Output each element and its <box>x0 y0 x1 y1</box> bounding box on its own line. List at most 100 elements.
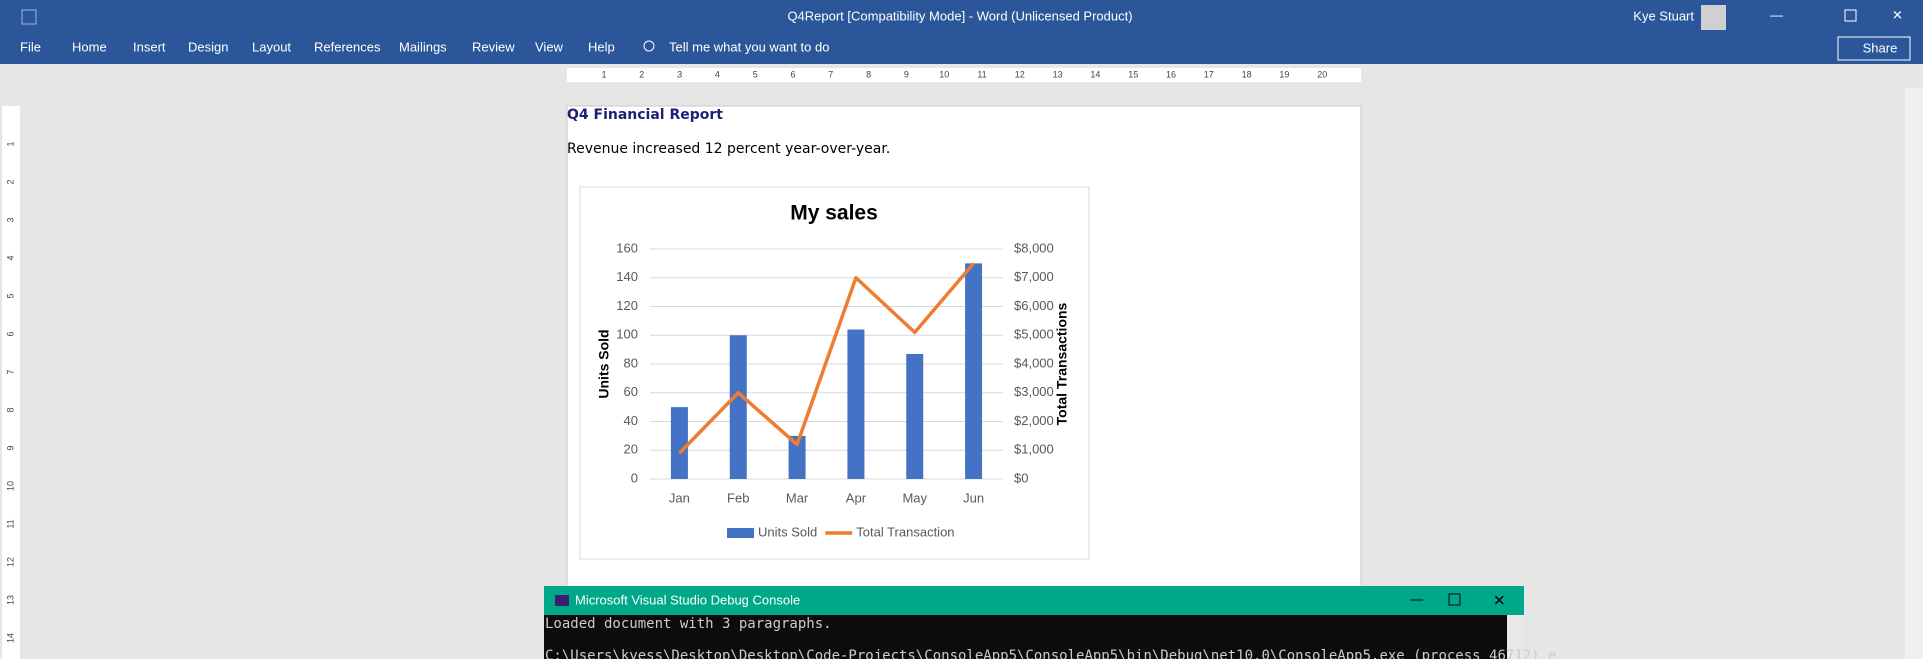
save-icon[interactable] <box>21 9 37 25</box>
console-title: Microsoft Visual Studio Debug Console <box>575 592 800 607</box>
chart: 0 20 40 60 80 100 120 140 160 $0 $1,000 $2,000 $3,00… <box>616 240 1053 539</box>
vertical-ruler-number: 11 <box>5 519 15 528</box>
ruler-number: 9 <box>904 69 909 79</box>
restore-button[interactable] <box>1844 9 1857 22</box>
console-titlebar <box>544 586 1524 615</box>
menu-item[interactable]: Home <box>72 39 107 54</box>
ribbon <box>0 0 1923 64</box>
chart-title: My sales <box>790 202 878 225</box>
menu-item[interactable]: Insert <box>133 39 166 54</box>
console-scrollbar[interactable] <box>1507 615 1524 659</box>
close-button[interactable]: ✕ <box>1892 7 1903 22</box>
vertical-ruler-number: 9 <box>5 445 15 450</box>
vertical-ruler-number: 7 <box>5 369 15 374</box>
y-axis-title: Units Sold <box>596 329 612 398</box>
ruler-number: 15 <box>1128 69 1138 79</box>
bar <box>670 407 688 479</box>
menu-bar: File Home Insert Design Layout References Mail… <box>20 39 615 54</box>
menu-item[interactable]: References <box>314 39 381 54</box>
y-tick-label: 100 <box>616 327 638 342</box>
bar <box>906 353 924 479</box>
ruler-number: 18 <box>1242 69 1252 79</box>
avatar[interactable] <box>1701 5 1726 30</box>
menu-item[interactable]: File <box>20 39 41 54</box>
vertical-ruler-number: 2 <box>5 179 15 184</box>
ruler-number: 8 <box>866 69 871 79</box>
y2-tick-label: $8,000 <box>1014 240 1054 255</box>
scrollbar[interactable] <box>1905 88 1923 659</box>
console-min[interactable]: — <box>1410 592 1424 608</box>
menu-item[interactable]: View <box>535 39 564 54</box>
x-tick-label: Apr <box>846 490 867 505</box>
vertical-ruler-number: 5 <box>5 293 15 298</box>
y-tick-label: 160 <box>616 240 638 255</box>
y2-tick-label: $5,000 <box>1014 327 1054 342</box>
min-button[interactable]: — <box>1770 7 1783 22</box>
console-close[interactable]: ✕ <box>1493 592 1506 610</box>
ruler-number: 14 <box>1090 69 1100 79</box>
x-tick-label: Mar <box>786 490 809 505</box>
ruler-number: 17 <box>1204 69 1214 79</box>
menu-item[interactable]: Mailings <box>399 39 447 54</box>
ruler <box>567 68 1361 82</box>
vertical-ruler-number: 14 <box>5 633 15 643</box>
y-tick-label: 120 <box>616 298 638 313</box>
x-tick-label: Jan <box>669 490 690 505</box>
tell-me[interactable]: Tell me what you want to do <box>669 39 829 54</box>
share-button[interactable] <box>1837 36 1911 61</box>
ruler-number: 19 <box>1279 69 1289 79</box>
bar <box>788 435 806 479</box>
ruler-number: 2 <box>639 69 644 79</box>
y2-tick-label: $1,000 <box>1014 442 1054 457</box>
y2-tick-label: $2,000 <box>1014 413 1054 428</box>
vertical-ruler-number: 3 <box>5 217 15 222</box>
ruler-number: 10 <box>939 69 949 79</box>
y2-tick-label: $3,000 <box>1014 384 1054 399</box>
ruler-number: 6 <box>790 69 795 79</box>
legend-label: Total Transaction <box>856 524 954 539</box>
window-title: Q4Report [Compatibility Mode] - Word (Un… <box>787 8 1132 23</box>
ruler-number: 11 <box>977 69 986 79</box>
legend-label: Units Sold <box>758 524 817 539</box>
x-tick-label: Feb <box>727 490 749 505</box>
ruler-number: 20 <box>1317 69 1327 79</box>
y2-tick-label: $7,000 <box>1014 269 1054 284</box>
legend-swatch <box>727 528 754 538</box>
ruler-number: 5 <box>753 69 758 79</box>
menu-item[interactable]: Review <box>472 39 515 54</box>
chart-frame <box>579 186 1090 560</box>
menu-item[interactable]: Layout <box>252 39 291 54</box>
y2-tick-label: $0 <box>1014 470 1028 485</box>
vertical-ruler-number: 4 <box>5 255 15 260</box>
x-tick-label: Jun <box>963 490 984 505</box>
line <box>678 262 975 455</box>
vertical-ruler <box>2 106 20 659</box>
vertical-ruler-number: 13 <box>5 595 15 605</box>
bar <box>847 329 865 479</box>
bar <box>965 263 983 479</box>
share-label[interactable]: Share <box>1863 40 1898 55</box>
menu-item[interactable]: Design <box>188 39 228 54</box>
menu-item[interactable]: Help <box>588 39 615 54</box>
y-tick-label: 0 <box>631 470 638 485</box>
x-tick-label: May <box>902 490 927 505</box>
paragraph: Revenue increased 12 percent year-over-y… <box>567 141 890 157</box>
y2-axis-title: Total Transactions <box>1054 302 1070 425</box>
y-tick-label: 80 <box>624 355 638 370</box>
ruler-number: 4 <box>715 69 720 79</box>
console-icon <box>555 595 569 606</box>
bar <box>729 335 747 479</box>
console-output: Loaded document with 3 paragraphs. C:\Use… <box>545 616 1556 659</box>
y2-tick-label: $4,000 <box>1014 355 1054 370</box>
console-max[interactable] <box>1448 593 1461 606</box>
y-tick-label: 140 <box>616 269 638 284</box>
ruler-number: 12 <box>1015 69 1025 79</box>
ruler-number: 16 <box>1166 69 1176 79</box>
vertical-ruler-number: 12 <box>5 557 15 567</box>
y-tick-label: 60 <box>624 384 638 399</box>
vertical-ruler-number: 6 <box>5 331 15 336</box>
console-line: Loaded document with 3 paragraphs. <box>545 616 832 632</box>
ruler-number: 1 <box>601 69 606 79</box>
user-name[interactable]: Kye Stuart <box>1633 8 1694 23</box>
